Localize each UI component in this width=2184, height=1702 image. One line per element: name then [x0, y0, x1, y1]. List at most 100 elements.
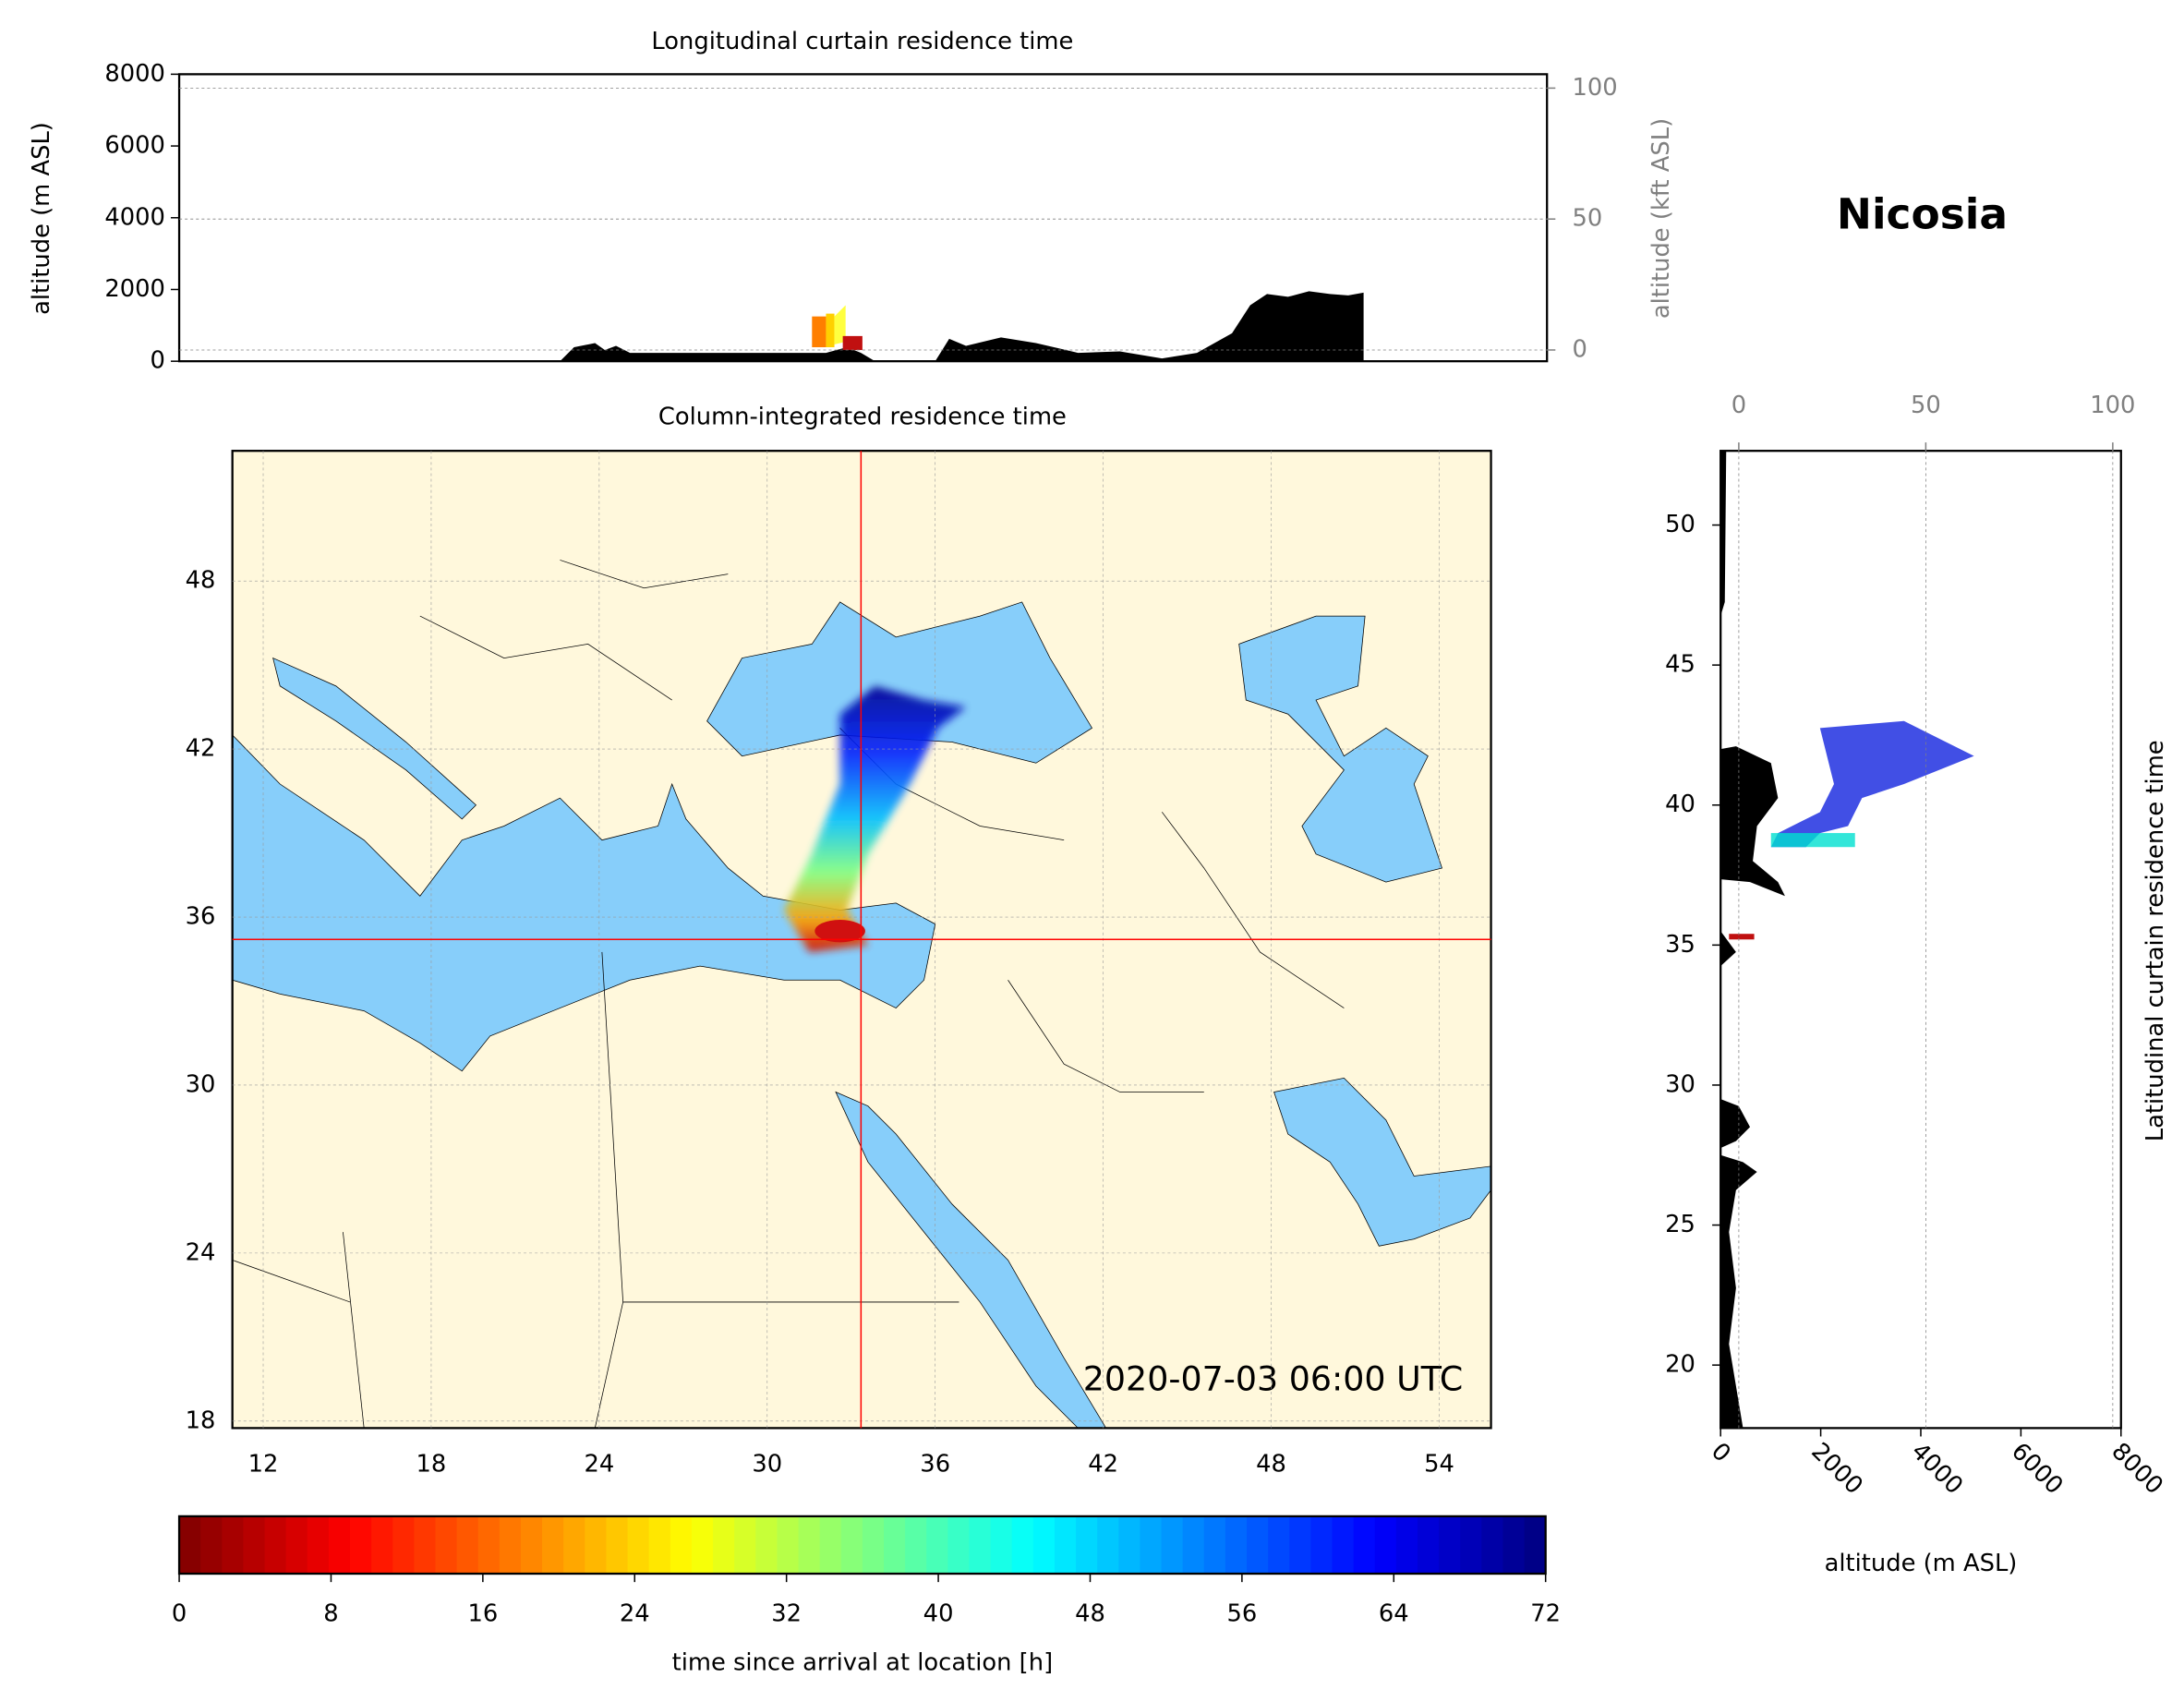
colorbar-step [1268, 1515, 1291, 1575]
colorbar-step [1054, 1515, 1077, 1575]
colorbar-step [1395, 1515, 1418, 1575]
colorbar-step [414, 1515, 437, 1575]
colorbar-step [243, 1515, 266, 1575]
y-tick-label: 6000 [104, 132, 165, 160]
colorbar-step [307, 1515, 330, 1575]
location-name: Nicosia [1837, 190, 2008, 239]
colorbar-step [1182, 1515, 1205, 1575]
x-tick-label: 32 [771, 1600, 802, 1628]
colorbar-step [691, 1515, 714, 1575]
colorbar-step [883, 1515, 906, 1575]
colorbar-step [392, 1515, 416, 1575]
y-tick-label: 18 [186, 1406, 216, 1434]
x-tick-label: 72 [1530, 1600, 1561, 1628]
terrain-profile [179, 291, 1364, 362]
colorbar-step [670, 1515, 693, 1575]
x-tick-label: 18 [416, 1450, 447, 1478]
y-tick-label: 30 [1665, 1070, 1695, 1098]
y-tick-label: 8000 [104, 60, 165, 88]
x-tick-label: 8000 [2106, 1438, 2168, 1501]
colorbar-step [200, 1515, 223, 1575]
colorbar-step [1076, 1515, 1098, 1575]
colorbar-step [1203, 1515, 1226, 1575]
colorbar-step [798, 1515, 821, 1575]
map-title: Column-integrated residence time [658, 403, 1067, 430]
colorbar-step [755, 1515, 778, 1575]
terrain-profile-lat [1720, 451, 1974, 1429]
colorbar-step [926, 1515, 949, 1575]
right-ylabel: Latitudinal curtain residence time [2142, 740, 2169, 1141]
colorbar-step [1524, 1515, 1547, 1575]
colorbar-step [328, 1515, 351, 1575]
colorbar-step [585, 1515, 608, 1575]
x-tick-label: 2000 [1805, 1438, 1868, 1501]
colorbar-step [1225, 1515, 1248, 1575]
x-tick-label: 64 [1379, 1600, 1409, 1628]
y-tick-label: 35 [1665, 931, 1695, 959]
colorbar-step [1140, 1515, 1163, 1575]
x-tick-label: 6000 [2006, 1438, 2069, 1501]
colorbar-step [1374, 1515, 1397, 1575]
colorbar-step [1460, 1515, 1483, 1575]
colorbar-step [840, 1515, 863, 1575]
x-tick-label: 0 [1706, 1438, 1736, 1468]
x-tick-label: 48 [1075, 1600, 1105, 1628]
colorbar-step [435, 1515, 458, 1575]
y-tick-label: 45 [1665, 651, 1695, 679]
colorbar-step [1011, 1515, 1034, 1575]
colorbar-step [477, 1515, 501, 1575]
y-tick-label: 50 [1665, 511, 1695, 538]
colorbar-step [179, 1515, 201, 1575]
colorbar-step [1332, 1515, 1355, 1575]
timestamp: 2020-07-03 06:00 UTC [1083, 1358, 1463, 1398]
x-tick-label: 30 [752, 1450, 782, 1478]
colorbar-step [1310, 1515, 1333, 1575]
y-tick-label: 2000 [104, 275, 165, 303]
x-tick-label: 12 [248, 1450, 279, 1478]
colorbar-step [285, 1515, 308, 1575]
top-title: Longitudinal curtain residence time [651, 28, 1073, 55]
x-tick-label: 24 [620, 1600, 650, 1628]
top-ylabel: altitude (m ASL) [28, 122, 55, 315]
colorbar-step [222, 1515, 245, 1575]
colorbar-step [947, 1515, 971, 1575]
y-tick-label: 36 [186, 903, 216, 931]
x-tick-label: 24 [584, 1450, 614, 1478]
colorbar-step [905, 1515, 927, 1575]
y-tick-label: 40 [1665, 791, 1695, 818]
top-y2label: altitude (kft ASL) [1647, 118, 1675, 319]
colorbar-step [734, 1515, 757, 1575]
y-tick-label: 20 [1665, 1351, 1695, 1379]
x2-tick-label: 0 [1732, 392, 1746, 419]
colorbar-step [990, 1515, 1013, 1575]
y-tick-label: 48 [186, 567, 216, 595]
y-tick-label: 4000 [104, 203, 165, 231]
colorbar-step [606, 1515, 629, 1575]
colorbar-step [1032, 1515, 1056, 1575]
colorbar-step [648, 1515, 671, 1575]
colorbar-step [1118, 1515, 1141, 1575]
x-tick-label: 16 [467, 1600, 498, 1628]
colorbar-step [1289, 1515, 1312, 1575]
colorbar-step [819, 1515, 842, 1575]
colorbar-step [264, 1515, 287, 1575]
colorbar-step [1481, 1515, 1504, 1575]
colorbar-step [1161, 1515, 1184, 1575]
x-tick-label: 54 [1424, 1450, 1454, 1478]
y-tick-label: 24 [186, 1238, 216, 1266]
x2-tick-label: 50 [1911, 392, 1941, 419]
colorbar-step [456, 1515, 479, 1575]
colorbar-step [713, 1515, 735, 1575]
colorbar-step [499, 1515, 522, 1575]
colorbar-frame [177, 1515, 1547, 1575]
x-tick-label: 48 [1256, 1450, 1286, 1478]
colorbar-step [1247, 1515, 1269, 1575]
colorbar-step [1353, 1515, 1376, 1575]
colorbar-step [627, 1515, 650, 1575]
colorbar-step [862, 1515, 885, 1575]
x-tick-label: 40 [923, 1600, 954, 1628]
x-tick-label: 0 [172, 1600, 187, 1628]
y2-tick-label: 100 [1572, 74, 1617, 102]
y-tick-label: 30 [186, 1070, 216, 1098]
colorbar-step [777, 1515, 800, 1575]
